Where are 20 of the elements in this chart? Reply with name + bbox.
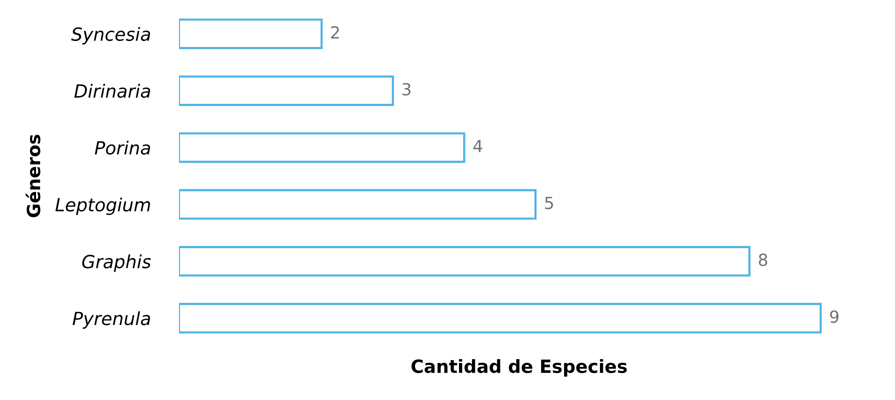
data-label: 5 (545, 196, 553, 210)
data-label: 3 (402, 82, 410, 96)
bar (179, 132, 466, 163)
bar (179, 75, 394, 106)
bar (179, 189, 537, 220)
y-tick-label: Graphis (82, 254, 151, 272)
bar (179, 302, 822, 334)
y-tick-label: Syncesia (71, 26, 150, 44)
bar (179, 18, 323, 50)
y-tick-label: Dirinaria (74, 84, 150, 98)
x-axis-title: Cantidad de Especies (411, 359, 627, 377)
y-tick-label: Leptogium (55, 198, 150, 216)
data-label: 2 (331, 26, 339, 38)
data-label: 8 (758, 254, 768, 266)
data-label: 9 (830, 310, 838, 323)
y-tick-label: Porina (94, 140, 150, 155)
y-axis-title: Géneros (26, 134, 40, 218)
bar (179, 246, 750, 277)
data-label: 4 (473, 140, 482, 152)
y-tick-label: Pyrenula (72, 311, 150, 329)
